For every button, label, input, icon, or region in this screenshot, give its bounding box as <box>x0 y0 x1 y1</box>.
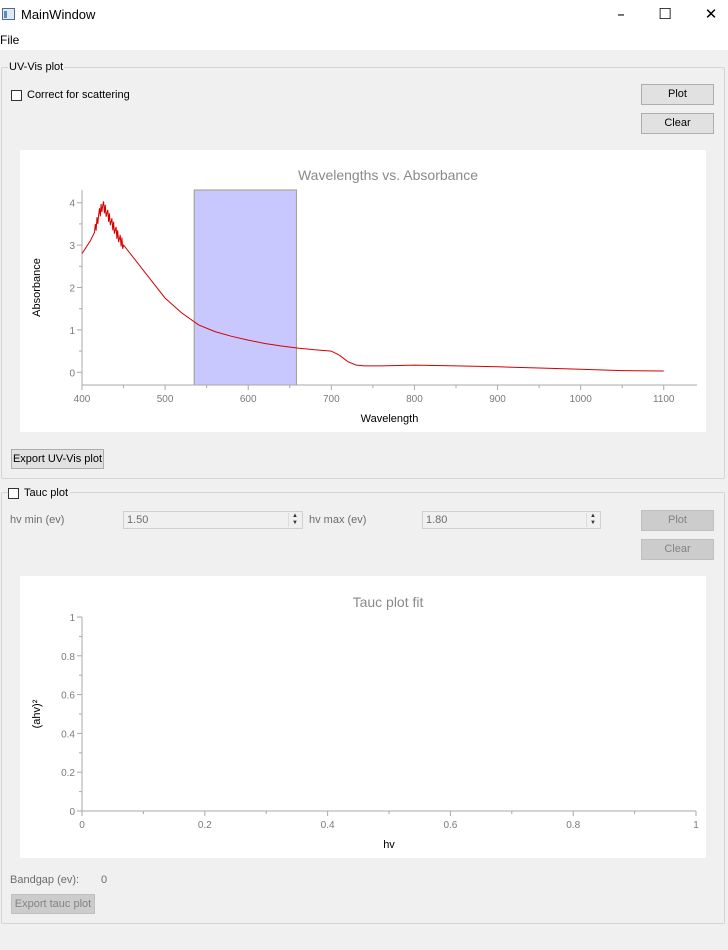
y-axis-label: Absorbance <box>31 258 43 317</box>
maximize-icon[interactable]: ☐ <box>658 5 672 23</box>
x-tick-label: 0.4 <box>321 820 335 831</box>
uvvis-plot-button[interactable]: Plot <box>641 84 714 105</box>
tauc-checkbox-row[interactable]: Tauc plot <box>8 487 71 499</box>
menu-file[interactable]: File <box>0 33 20 47</box>
window-title: MainWindow <box>21 7 96 22</box>
bandgap-value: 0 <box>101 874 108 886</box>
tauc-checkbox[interactable] <box>8 487 19 499</box>
bandgap-label: Bandgap (ev): <box>10 874 80 886</box>
x-tick-label: 0 <box>79 820 85 831</box>
y-tick-label: 1 <box>69 613 75 624</box>
tauc-chart: Tauc plot fit 0 0.2 0.4 0.6 0.8 1 0 0.2 0.4 0.6 0.8… <box>31 594 699 851</box>
series-line-0 <box>81 201 664 372</box>
uvvis-plot-area: Wavelengths vs. Absorbance 400 500 600 700 80… <box>20 150 706 432</box>
tauc-group-title: Tauc plot <box>24 487 69 499</box>
x-tick-label: 1 <box>693 820 699 831</box>
hv-max-spinbox[interactable]: 1.80 ▲ ▼ <box>422 511 601 529</box>
y-tick-label: 4 <box>69 199 75 210</box>
spin-arrows-icon[interactable]: ▲ ▼ <box>288 513 301 527</box>
y-tick-label: 0.6 <box>61 691 75 702</box>
x-tick-label: 1100 <box>653 394 675 405</box>
y-tick-label: 2 <box>69 284 75 295</box>
tauc-clear-button[interactable]: Clear <box>641 539 714 560</box>
scatter-checkbox[interactable] <box>11 89 22 101</box>
menu-bar: File <box>0 30 728 50</box>
hv-min-label: hv min (ev) <box>10 514 65 526</box>
chart-title: Wavelengths vs. Absorbance <box>298 167 478 183</box>
hv-min-spinbox[interactable]: 1.50 ▲ ▼ <box>123 511 303 529</box>
tauc-group <box>1 492 725 924</box>
app-icon <box>2 8 15 20</box>
uvvis-group <box>1 67 725 479</box>
x-tick-label: 800 <box>406 394 423 405</box>
y-tick-label: 3 <box>69 241 75 252</box>
tauc-plot-button[interactable]: Plot <box>641 510 714 531</box>
y-tick-label: 0.2 <box>61 768 75 779</box>
x-tick-label: 0.8 <box>566 820 580 831</box>
uvvis-group-title: UV-Vis plot <box>8 61 65 73</box>
x-tick-label: 500 <box>157 394 174 405</box>
export-uvvis-button[interactable]: Export UV-Vis plot <box>11 449 104 469</box>
close-icon[interactable]: ✕ <box>704 5 718 23</box>
scatter-checkbox-row[interactable]: Correct for scattering <box>11 89 130 101</box>
scatter-label: Correct for scattering <box>27 89 130 101</box>
y-tick-label: 0.8 <box>61 652 75 663</box>
spin-arrows-icon[interactable]: ▲ ▼ <box>586 513 599 527</box>
x-tick-label: 0.6 <box>443 820 457 831</box>
hv-min-value: 1.50 <box>127 514 149 526</box>
title-bar: MainWindow – ☐ ✕ <box>0 0 728 30</box>
y-axis-label: (ahv)² <box>31 699 43 728</box>
x-tick-label: 700 <box>323 394 340 405</box>
hv-max-label: hv max (ev) <box>309 514 367 526</box>
y-tick-label: 0 <box>69 368 75 379</box>
x-tick-label: 400 <box>74 394 91 405</box>
minimize-icon[interactable]: – <box>617 5 625 23</box>
uvvis-clear-button[interactable]: Clear <box>641 113 714 134</box>
x-tick-label: 600 <box>240 394 257 405</box>
export-tauc-button[interactable]: Export tauc plot <box>11 894 95 914</box>
x-tick-label: 0.2 <box>198 820 212 831</box>
y-tick-label: 0 <box>69 807 75 818</box>
tauc-plot-area: Tauc plot fit 0 0.2 0.4 0.6 0.8 1 0 0.2 0.4 0.6 0.8… <box>20 576 706 858</box>
x-tick-label: 900 <box>489 394 506 405</box>
x-tick-label: 1000 <box>570 394 593 405</box>
highlight-region <box>193 189 297 386</box>
x-axis-label: hv <box>383 839 395 851</box>
x-axis-label: Wavelength <box>361 413 419 425</box>
y-tick-label: 1 <box>69 326 75 337</box>
chart-title: Tauc plot fit <box>353 594 424 610</box>
hv-max-value: 1.80 <box>426 514 448 526</box>
uvvis-chart: Wavelengths vs. Absorbance 400 500 600 700 80… <box>31 167 697 425</box>
y-tick-label: 0.4 <box>61 729 75 740</box>
